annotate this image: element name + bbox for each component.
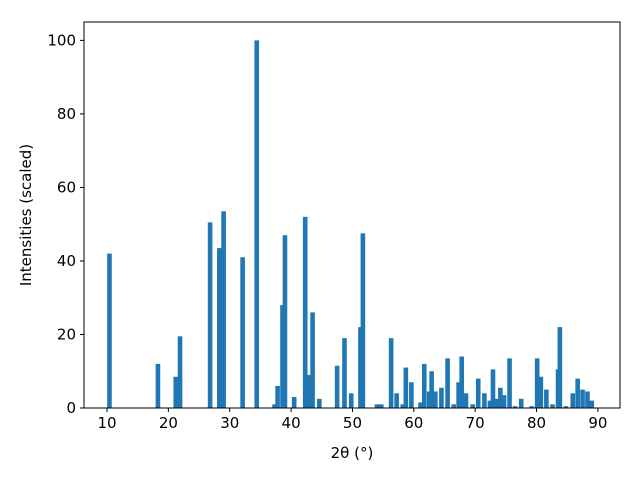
bar <box>280 305 285 408</box>
bar <box>439 387 444 408</box>
bar <box>512 406 518 408</box>
bar <box>570 393 576 408</box>
bar <box>494 398 499 408</box>
bar <box>400 404 406 408</box>
y-tick-label: 60 <box>57 178 76 196</box>
bar <box>463 393 469 408</box>
bar <box>334 365 340 408</box>
x-tick-label: 90 <box>588 414 607 432</box>
bar <box>490 369 496 408</box>
bar <box>585 391 590 408</box>
bar <box>310 312 315 408</box>
x-tick-label: 40 <box>282 414 301 432</box>
bar <box>240 257 245 408</box>
bar <box>550 404 555 408</box>
bar <box>207 222 213 408</box>
y-tick-label: 20 <box>57 325 76 343</box>
bar <box>282 235 288 408</box>
bar <box>544 389 549 408</box>
bar <box>378 404 384 408</box>
bar <box>421 363 427 408</box>
bar <box>563 406 569 408</box>
y-tick-label: 40 <box>57 252 76 270</box>
x-tick-label: 30 <box>220 414 239 432</box>
bar <box>475 378 481 408</box>
bar <box>173 376 179 408</box>
bar <box>302 216 308 408</box>
bar <box>388 338 394 408</box>
bar <box>557 327 563 408</box>
x-axis-label: 2θ (°) <box>331 444 374 462</box>
y-axis-label: Intensities (scaled) <box>17 144 35 286</box>
bar <box>403 367 409 408</box>
bar <box>342 338 347 408</box>
bar <box>529 406 534 408</box>
x-tick-label: 50 <box>343 414 362 432</box>
bar <box>456 382 461 408</box>
bar <box>538 376 544 408</box>
bar <box>221 211 226 408</box>
bar <box>501 395 507 408</box>
bar <box>358 327 363 408</box>
bar <box>217 248 222 408</box>
bar <box>459 356 464 408</box>
bar <box>177 336 183 408</box>
bar <box>317 398 322 408</box>
bar <box>254 40 260 408</box>
x-tick-label: 20 <box>159 414 178 432</box>
x-tick-label: 70 <box>466 414 485 432</box>
bar <box>432 391 438 408</box>
bar <box>426 391 432 408</box>
bar <box>534 358 540 408</box>
bar <box>155 363 161 408</box>
bar <box>374 404 380 408</box>
y-tick-label: 100 <box>47 31 76 49</box>
bar <box>272 404 277 408</box>
bar <box>107 253 112 408</box>
bar <box>429 371 434 408</box>
x-tick-label: 60 <box>404 414 423 432</box>
bar <box>394 393 399 408</box>
bar <box>470 404 476 408</box>
bar <box>291 396 297 408</box>
y-tick-label: 80 <box>57 105 76 123</box>
bar <box>275 385 280 408</box>
bar <box>348 393 354 408</box>
bar <box>445 358 450 408</box>
bar <box>575 378 580 408</box>
bar <box>518 398 524 408</box>
bar <box>307 374 312 408</box>
bar <box>360 233 366 408</box>
bar <box>580 389 585 408</box>
x-tick-label: 10 <box>97 414 116 432</box>
bar <box>507 358 512 408</box>
bar <box>498 387 503 408</box>
y-tick-label: 0 <box>66 399 76 417</box>
bar <box>451 404 457 408</box>
plot-frame <box>83 21 621 409</box>
bar <box>409 382 414 408</box>
bar <box>589 400 595 408</box>
x-tick-label: 80 <box>527 414 546 432</box>
bar <box>418 402 423 408</box>
bar <box>482 393 487 408</box>
bar <box>487 400 493 408</box>
